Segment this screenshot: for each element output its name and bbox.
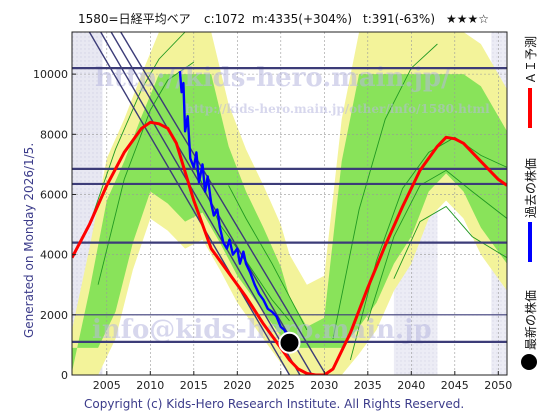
header-target: t:391(-63%) bbox=[363, 12, 435, 26]
x-tick-label: 2035 bbox=[354, 379, 382, 392]
y-tick-label: 8000 bbox=[40, 128, 68, 141]
x-tick-label: 2050 bbox=[484, 379, 512, 392]
series-past-price bbox=[178, 71, 291, 343]
legend-item-latest: 最新の株価 bbox=[521, 290, 538, 370]
x-tick-label: 2025 bbox=[267, 379, 295, 392]
trend-line bbox=[120, 32, 327, 375]
plot-frame bbox=[71, 31, 508, 376]
chart-header: 1580=日経平均ベア c:1072 m:4335(+304%) t:391(-… bbox=[78, 12, 489, 26]
grid bbox=[72, 32, 507, 375]
x-tick-label: 2030 bbox=[310, 379, 338, 392]
y-tick-label: 4000 bbox=[40, 249, 68, 262]
scenario-line bbox=[88, 32, 186, 225]
x-tick-label: 2020 bbox=[223, 379, 251, 392]
x-tick-label: 2015 bbox=[180, 379, 208, 392]
scenario-line bbox=[349, 136, 507, 361]
header-stars: ★★★☆ bbox=[446, 12, 489, 26]
header-code-name: 1580=日経平均ベア bbox=[78, 12, 191, 26]
scenario-line bbox=[228, 185, 308, 331]
latest-price-marker-group bbox=[278, 331, 301, 354]
latest-price-marker bbox=[278, 331, 301, 354]
x-tick-label: 2005 bbox=[93, 379, 121, 392]
legend: ＡＩ予測 過去の株価 最新の株価 bbox=[521, 36, 538, 370]
trend-line bbox=[100, 32, 301, 375]
scenario-line bbox=[332, 43, 438, 339]
y-tick-label: 0 bbox=[61, 369, 68, 382]
legend-label-past: 過去の株価 bbox=[523, 158, 538, 218]
x-tick-label: 2040 bbox=[397, 379, 425, 392]
scenario-line bbox=[97, 61, 195, 285]
watermark-url-small: http://kids-hero.main.jp/other/info/1580… bbox=[185, 102, 490, 116]
band-green bbox=[72, 74, 507, 372]
scenario-line bbox=[367, 169, 507, 321]
trend-lines bbox=[88, 32, 327, 375]
y-tick-label: 10000 bbox=[33, 68, 68, 81]
series-ai-prediction bbox=[72, 120, 507, 375]
legend-label-ai: ＡＩ予測 bbox=[524, 36, 538, 84]
legend-label-latest: 最新の株価 bbox=[523, 290, 538, 350]
legend-item-past: 過去の株価 bbox=[523, 158, 538, 262]
y-tick-label: 2000 bbox=[40, 309, 68, 322]
header-current: c:1072 bbox=[204, 12, 245, 26]
legend-item-ai: ＡＩ予測 bbox=[524, 36, 538, 128]
trend-line bbox=[88, 32, 291, 375]
generated-date-label: Generated on Monday 2026/1/5. bbox=[22, 143, 36, 338]
y-tick-label: 6000 bbox=[40, 188, 68, 201]
series-lines bbox=[72, 71, 507, 375]
header-max: m:4335(+304%) bbox=[252, 12, 352, 26]
legend-swatch-latest bbox=[521, 354, 537, 370]
plot-area: http://kids-hero.main.jp/ http://kids-he… bbox=[33, 31, 512, 392]
x-axis-ticks: 2005 2010 2015 2020 2025 2030 2035 2040 2045 2050 bbox=[93, 371, 512, 392]
x-tick-label: 2010 bbox=[136, 379, 164, 392]
footer-copyright: Copyright (c) Kids-Hero Research Institu… bbox=[84, 397, 464, 411]
x-tick-label: 2045 bbox=[441, 379, 469, 392]
y-axis-ticks: 0 2000 4000 6000 8000 10000 bbox=[33, 68, 76, 382]
